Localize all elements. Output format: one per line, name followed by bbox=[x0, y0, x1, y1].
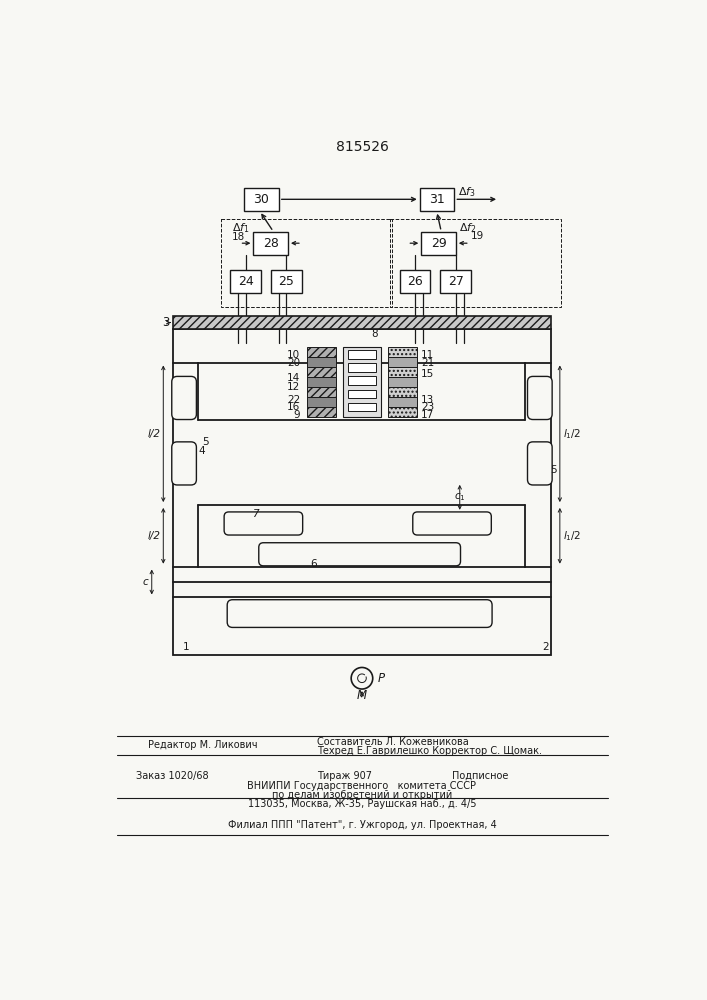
Text: M: M bbox=[357, 689, 367, 702]
Bar bbox=[388, 367, 417, 377]
Text: 10: 10 bbox=[287, 350, 300, 360]
Bar bbox=[307, 367, 336, 377]
Bar bbox=[221, 219, 392, 307]
Text: 20: 20 bbox=[287, 358, 300, 368]
Bar bbox=[388, 347, 417, 357]
Text: l/2: l/2 bbox=[147, 429, 160, 439]
FancyBboxPatch shape bbox=[413, 512, 491, 535]
Bar bbox=[388, 387, 417, 397]
Bar bbox=[399, 270, 431, 293]
Bar bbox=[348, 403, 376, 411]
Bar bbox=[388, 397, 417, 407]
FancyBboxPatch shape bbox=[227, 600, 492, 627]
Bar bbox=[307, 377, 336, 387]
Text: 26: 26 bbox=[407, 275, 423, 288]
Text: 4: 4 bbox=[199, 446, 205, 456]
Text: P: P bbox=[378, 672, 385, 685]
Bar bbox=[388, 407, 417, 417]
Bar bbox=[271, 270, 302, 293]
Text: 8: 8 bbox=[372, 329, 378, 339]
Bar bbox=[388, 357, 417, 367]
Bar bbox=[307, 347, 336, 357]
Text: 19: 19 bbox=[472, 231, 484, 241]
Text: 9: 9 bbox=[293, 410, 300, 420]
Text: 30: 30 bbox=[254, 193, 269, 206]
FancyBboxPatch shape bbox=[527, 376, 552, 420]
Text: ВНИИПИ Государственного   комитета СССР: ВНИИПИ Государственного комитета СССР bbox=[247, 781, 477, 791]
Bar bbox=[173, 329, 551, 655]
Text: 1: 1 bbox=[183, 642, 189, 652]
Text: 14: 14 bbox=[287, 373, 300, 383]
Text: 12: 12 bbox=[287, 382, 300, 392]
Text: 5: 5 bbox=[551, 465, 557, 475]
Text: 18: 18 bbox=[232, 232, 245, 242]
Text: 5: 5 bbox=[202, 437, 209, 447]
Bar bbox=[307, 407, 336, 417]
Text: Заказ 1020/68: Заказ 1020/68 bbox=[136, 771, 209, 781]
Bar bbox=[348, 376, 376, 385]
Text: 7: 7 bbox=[252, 509, 259, 519]
Bar bbox=[348, 363, 376, 372]
Text: Филиал ППП "Патент", г. Ужгород, ул. Проектная, 4: Филиал ППП "Патент", г. Ужгород, ул. Про… bbox=[228, 820, 496, 830]
Text: 6: 6 bbox=[310, 559, 317, 569]
Text: 25: 25 bbox=[279, 275, 294, 288]
Text: Редактор М. Ликович: Редактор М. Ликович bbox=[148, 740, 257, 750]
Text: 15: 15 bbox=[421, 369, 435, 379]
Bar bbox=[307, 357, 336, 367]
Text: 13: 13 bbox=[421, 395, 435, 405]
Bar bbox=[420, 188, 455, 211]
Text: c: c bbox=[143, 577, 148, 587]
Text: $\Delta f_1$: $\Delta f_1$ bbox=[232, 221, 250, 235]
Text: 17: 17 bbox=[421, 410, 435, 420]
Bar bbox=[388, 377, 417, 387]
Text: 28: 28 bbox=[263, 237, 279, 250]
Bar bbox=[343, 347, 381, 417]
Text: 27: 27 bbox=[448, 275, 464, 288]
FancyBboxPatch shape bbox=[224, 512, 303, 535]
Text: 23: 23 bbox=[421, 402, 435, 412]
Text: 31: 31 bbox=[429, 193, 445, 206]
Text: 29: 29 bbox=[431, 237, 446, 250]
Bar bbox=[307, 387, 336, 397]
Bar bbox=[348, 350, 376, 359]
Text: $\Delta f_3$: $\Delta f_3$ bbox=[458, 185, 476, 199]
Text: 3: 3 bbox=[162, 316, 170, 329]
Text: Составитель Л. Кожевникова: Составитель Л. Кожевникова bbox=[317, 737, 469, 747]
Text: 113035, Москва, Ж-35, Раушская наб., д. 4/5: 113035, Москва, Ж-35, Раушская наб., д. … bbox=[247, 799, 477, 809]
Bar bbox=[253, 232, 288, 255]
FancyBboxPatch shape bbox=[527, 442, 552, 485]
Text: 16: 16 bbox=[287, 402, 300, 412]
Text: Тираж 907: Тираж 907 bbox=[317, 771, 373, 781]
Text: по делам изобретений и открытий: по делам изобретений и открытий bbox=[271, 790, 452, 800]
Text: 22: 22 bbox=[287, 395, 300, 405]
Text: 24: 24 bbox=[238, 275, 254, 288]
Bar bbox=[230, 270, 261, 293]
Text: 815526: 815526 bbox=[336, 140, 388, 154]
Bar bbox=[440, 270, 472, 293]
Bar bbox=[307, 397, 336, 407]
Text: Подписное: Подписное bbox=[452, 771, 508, 781]
Text: 11: 11 bbox=[421, 350, 435, 360]
Bar bbox=[421, 232, 456, 255]
FancyBboxPatch shape bbox=[172, 442, 197, 485]
Text: $l_1/2$: $l_1/2$ bbox=[563, 529, 581, 543]
Bar bbox=[348, 389, 376, 398]
Text: $\Delta f_2$: $\Delta f_2$ bbox=[459, 221, 477, 235]
Text: Техред Е.Гаврилешко Корректор С. Щомак.: Техред Е.Гаврилешко Корректор С. Щомак. bbox=[317, 746, 542, 756]
Bar bbox=[173, 316, 551, 329]
Bar bbox=[390, 219, 561, 307]
FancyBboxPatch shape bbox=[172, 376, 197, 420]
Text: l/2: l/2 bbox=[147, 531, 160, 541]
Bar bbox=[244, 188, 279, 211]
Text: $l_1/2$: $l_1/2$ bbox=[563, 427, 581, 441]
Text: 2: 2 bbox=[543, 642, 549, 652]
Text: $c_1$: $c_1$ bbox=[454, 491, 466, 503]
Text: 21: 21 bbox=[421, 358, 435, 368]
FancyBboxPatch shape bbox=[259, 543, 460, 566]
